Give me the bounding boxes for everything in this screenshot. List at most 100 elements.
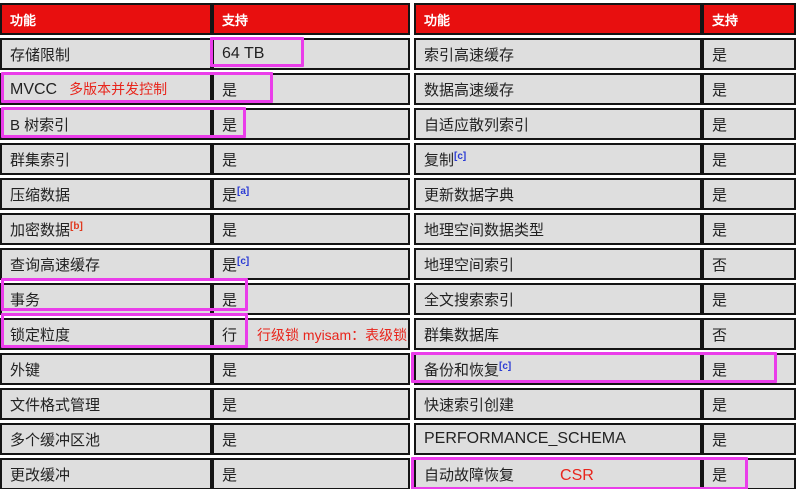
footnote-ref[interactable]: [c] (454, 150, 467, 162)
support-cell: 是 (702, 178, 796, 210)
support-cell: 是 (702, 108, 796, 140)
feature-cell: MVCC 多版本并发控制 (0, 73, 212, 105)
support-cell: 是 (212, 73, 410, 105)
feature-label: 自适应散列索引 (424, 116, 530, 134)
table-row: 地理空间索引 否 (414, 248, 796, 280)
feature-label: 锁定粒度 (10, 326, 71, 344)
feature-cell: B 树索引 (0, 108, 212, 140)
column-header-support: 支持 (702, 3, 796, 35)
feature-label: 压缩数据 (10, 186, 71, 204)
column-header-feature: 功能 (414, 3, 702, 35)
feature-label: 事务 (10, 291, 41, 309)
support-value: 行 (222, 326, 238, 344)
table-row: 更新数据字典 是 (414, 178, 796, 210)
column-header-feature: 功能 (0, 3, 212, 35)
feature-table-left: 功能 支持 存储限制 64 TB MVCC 多版本并发控制是 B 树索引是群集索引是压缩… (0, 3, 410, 489)
support-value: 是 (222, 81, 238, 99)
support-value: 是 (712, 46, 728, 64)
feature-cell: 自动故障恢复 CSR (414, 458, 702, 489)
feature-label: 复制 (424, 151, 455, 169)
table-row: 地理空间数据类型 是 (414, 213, 796, 245)
feature-cell: 数据高速缓存 (414, 73, 702, 105)
feature-cell: 地理空间索引 (414, 248, 702, 280)
feature-label: 快速索引创建 (424, 396, 515, 414)
feature-label: 群集索引 (10, 151, 71, 169)
table-row: 多个缓冲区池 是 (0, 423, 410, 455)
support-cell: 是 (212, 143, 410, 175)
feature-label: 数据高速缓存 (424, 81, 515, 99)
support-value: 是 (712, 396, 728, 414)
support-value: 是 (222, 466, 238, 484)
support-cell: 是 (212, 458, 410, 489)
support-cell: 是 (212, 108, 410, 140)
table-row: 自适应散列索引 是 (414, 108, 796, 140)
support-cell: 是 (702, 388, 796, 420)
feature-cell: 快速索引创建 (414, 388, 702, 420)
feature-table-right: 功能 支持 索引高速缓存是数据高速缓存是自适应散列索引是复制[c] 是更新数据字典… (414, 0, 796, 489)
feature-label: 加密数据 (10, 221, 71, 239)
table-row: 查询高速缓存 是[c] (0, 248, 410, 280)
support-cell: 是[a] (212, 178, 410, 210)
footnote-ref[interactable]: [c] (237, 255, 250, 267)
support-value: 是 (222, 186, 238, 204)
table-row: 文件格式管理 是 (0, 388, 410, 420)
support-cell: 是 (702, 73, 796, 105)
table-row: 群集数据库 否 (414, 318, 796, 350)
support-cell: 是 (702, 283, 796, 315)
feature-label: B 树索引 (10, 116, 70, 134)
table-row: 群集索引 是 (0, 143, 410, 175)
feature-label: 群集数据库 (424, 326, 500, 344)
footnote-ref[interactable]: [b] (70, 220, 83, 232)
red-annotation-text: CSR (560, 466, 594, 484)
feature-cell: 自适应散列索引 (414, 108, 702, 140)
feature-cell: 多个缓冲区池 (0, 423, 212, 455)
support-value: 是 (222, 256, 238, 274)
feature-label: MVCC (10, 81, 58, 98)
support-value: 是 (222, 116, 238, 134)
feature-label: 备份和恢复 (424, 361, 500, 379)
red-annotation-text: 行级锁 myisam：表级锁 (257, 326, 408, 343)
support-value: 是 (712, 466, 728, 484)
feature-label: PERFORMANCE_SCHEMA (424, 430, 626, 447)
feature-label: 多个缓冲区池 (10, 431, 101, 449)
footnote-ref[interactable]: [c] (499, 360, 512, 372)
support-cell: 是 (212, 283, 410, 315)
table-row: 复制[c] 是 (414, 143, 796, 175)
support-cell: 是 (212, 213, 410, 245)
table-row: 快速索引创建 是 (414, 388, 796, 420)
feature-cell: 索引高速缓存 (414, 38, 702, 70)
support-cell: 是 (702, 423, 796, 455)
feature-cell: 群集索引 (0, 143, 212, 175)
support-value: 是 (712, 291, 728, 309)
feature-cell: 文件格式管理 (0, 388, 212, 420)
table-row: 存储限制 64 TB (0, 38, 410, 70)
table-row: 自动故障恢复 CSR 是 (414, 458, 796, 489)
support-cell: 是 (212, 353, 410, 385)
feature-label: 外键 (10, 361, 41, 379)
feature-label: 地理空间索引 (424, 256, 515, 274)
feature-cell: 外键 (0, 353, 212, 385)
support-value: 是 (222, 361, 238, 379)
feature-cell: 全文搜索索引 (414, 283, 702, 315)
feature-label: 全文搜索索引 (424, 291, 515, 309)
support-cell: 是 (212, 388, 410, 420)
support-cell: 否 (702, 248, 796, 280)
support-value: 是 (712, 151, 728, 169)
support-value: 是 (222, 396, 238, 414)
feature-label: 索引高速缓存 (424, 46, 515, 64)
feature-cell: 存储限制 (0, 38, 212, 70)
table-row: 加密数据[b] 是 (0, 213, 410, 245)
red-annotation-text: 多版本并发控制 (69, 81, 168, 97)
support-value: 是 (712, 116, 728, 134)
support-cell: 是 (702, 353, 796, 385)
footnote-ref[interactable]: [a] (237, 185, 250, 197)
feature-label: 更新数据字典 (424, 186, 515, 204)
feature-label: 自动故障恢复 (424, 466, 515, 484)
table-row: PERFORMANCE_SCHEMA 是 (414, 423, 796, 455)
support-cell: 是 (702, 213, 796, 245)
column-header-support: 支持 (212, 3, 410, 35)
feature-cell: 复制[c] (414, 143, 702, 175)
feature-label: 更改缓冲 (10, 466, 71, 484)
table-row: 索引高速缓存 是 (414, 38, 796, 70)
